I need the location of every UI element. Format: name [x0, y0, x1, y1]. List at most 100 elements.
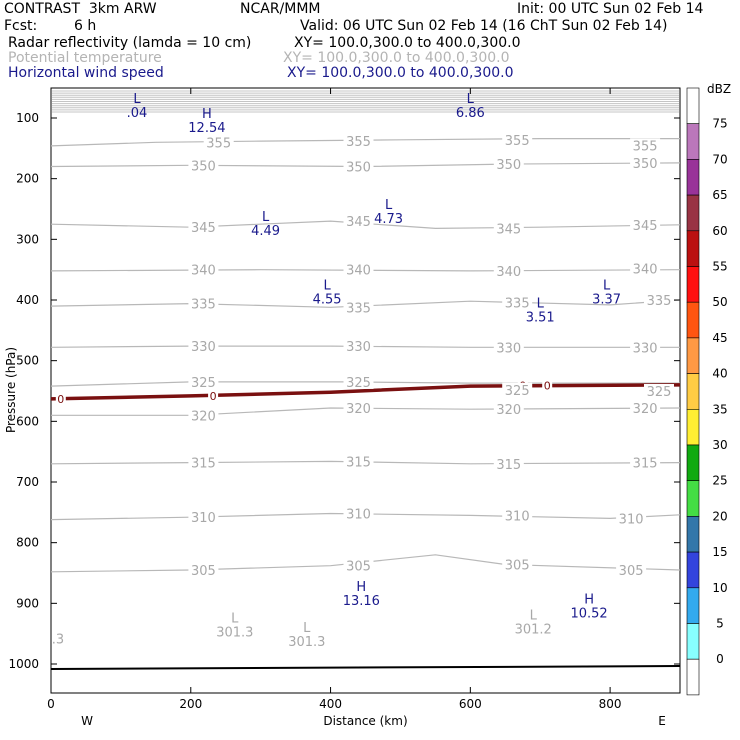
contour-label: 335 [647, 294, 672, 309]
contour-label: 315 [191, 457, 216, 472]
theta-extremum-value: 301.3 [216, 626, 253, 641]
contour-label: 345 [346, 215, 371, 230]
contour-label-bg [343, 401, 374, 415]
contour-label-bg [493, 157, 524, 172]
y-tick-label: 900 [16, 596, 39, 610]
colorbar-swatch [686, 516, 700, 553]
contour-label: 315 [633, 457, 658, 472]
colorbar-swatch [686, 408, 700, 446]
contour-label-bg [188, 563, 219, 577]
wind-extremum-value: 3.37 [592, 293, 621, 308]
contour-label-bg [502, 508, 533, 523]
contour-label: 320 [191, 409, 216, 424]
contour-label-bg [343, 506, 374, 521]
upper-level-shading [52, 90, 679, 113]
colorbar-level: 35 [712, 402, 727, 416]
colorbar-level: 10 [712, 581, 727, 595]
contour-label: 320 [346, 402, 371, 417]
contour-label-bg [644, 293, 674, 307]
colorbar-level: 15 [712, 545, 727, 559]
colorbar-level: 60 [712, 224, 727, 238]
contour-label: 315 [346, 455, 371, 470]
contour-label-bg [493, 263, 524, 278]
colorbar-level: 50 [712, 295, 727, 309]
colorbar-level: 20 [712, 509, 727, 523]
contour-label-bg [188, 262, 219, 277]
colorbar-level: 25 [712, 474, 727, 488]
contour-label: 320 [496, 403, 521, 418]
y-tick-label: 1000 [8, 657, 39, 671]
x-tick-label: 600 [459, 697, 482, 711]
field-name-theta: Potential temperature [8, 50, 162, 66]
x-tick-label: 800 [599, 697, 622, 711]
contour-label: 315 [496, 458, 521, 473]
x-axis-label: Distance (km) [323, 714, 407, 728]
contour-label: 355 [633, 139, 658, 154]
colorbar-swatch [686, 87, 700, 125]
wind-low-mark: L [467, 92, 475, 107]
colorbar-level: 40 [712, 367, 727, 381]
contour-label-bg [343, 300, 374, 315]
theta-contour-355 [50, 138, 680, 147]
contour-label: 305 [191, 564, 216, 579]
org-label: NCAR/MMM [240, 1, 321, 17]
chart-title: CONTRAST 3km ARW [4, 1, 157, 17]
contour-label-bg [630, 401, 661, 415]
contour-label: 305 [619, 564, 644, 579]
y-tick-label: 400 [16, 293, 39, 307]
theta-contour-335 [50, 299, 681, 308]
contour-label-bg [343, 374, 374, 389]
contour-label: 310 [505, 509, 530, 524]
contour-label: 340 [633, 263, 658, 278]
colorbar-swatch [686, 444, 700, 482]
axes: 100 200 300 400 500 600 700 800 900 1000 0 200 400 60… [4, 88, 680, 728]
contour-label: 355 [505, 134, 530, 149]
theta-extremum-value: .3 [52, 632, 64, 647]
contour-label: 335 [191, 298, 216, 313]
surface-line [50, 665, 681, 670]
contour-label: 345 [633, 219, 658, 234]
wind-extremum-value: 3.51 [526, 310, 555, 325]
field-xy-wind: XY= 100.0,300.0 to 400.0,300.0 [287, 65, 514, 81]
contour-label-bg [343, 262, 374, 277]
theta-low-mark: L [303, 621, 311, 636]
contour-label-bg [343, 159, 374, 174]
contour-label-bg [203, 135, 234, 150]
valid-time: Valid: 06 UTC Sun 02 Feb 14 (16 ChT Sun … [300, 18, 668, 34]
contour-label: 310 [619, 512, 644, 527]
colorbar-swatch [686, 658, 700, 696]
contour-label-bg [188, 158, 219, 173]
contour-labels: 355 355 355 355 350 350 350 350 345 345 345 345 340 3… [188, 132, 674, 579]
zero-dbz-line [50, 383, 681, 401]
contour-label-bg [630, 455, 661, 470]
wind-low-mark: L [603, 279, 611, 294]
colorbar-swatch [686, 301, 700, 339]
contour-label-bg [188, 296, 219, 311]
y-tick-label: 300 [16, 232, 39, 246]
contour-label-bg [493, 402, 524, 417]
contour-label: 330 [633, 341, 658, 356]
y-axis-label: Pressure (hPa) [4, 347, 18, 433]
x-tick-label: 200 [179, 697, 202, 711]
theta-contour-330 [50, 345, 680, 348]
wind-extremum-value: 4.49 [251, 224, 280, 239]
contour-label: 355 [206, 136, 231, 151]
contour-label-bg [188, 408, 219, 423]
zero-label-bg [208, 390, 219, 401]
y-tick-label: 600 [16, 414, 39, 428]
contour-label-bg [616, 563, 647, 577]
colorbar-swatch [686, 159, 700, 196]
colorbar-swatch [686, 587, 700, 624]
contour-label: 330 [496, 341, 521, 356]
contour-label-bg [343, 214, 374, 229]
colorbar-level: 5 [716, 617, 724, 631]
colorbar-swatch [686, 123, 700, 160]
contour-label-bg [343, 134, 374, 149]
wind-extremum-value: 13.16 [343, 594, 380, 609]
contour-label: 345 [191, 221, 216, 236]
x-axis-east: E [658, 714, 666, 728]
contour-label-bg [630, 261, 661, 276]
